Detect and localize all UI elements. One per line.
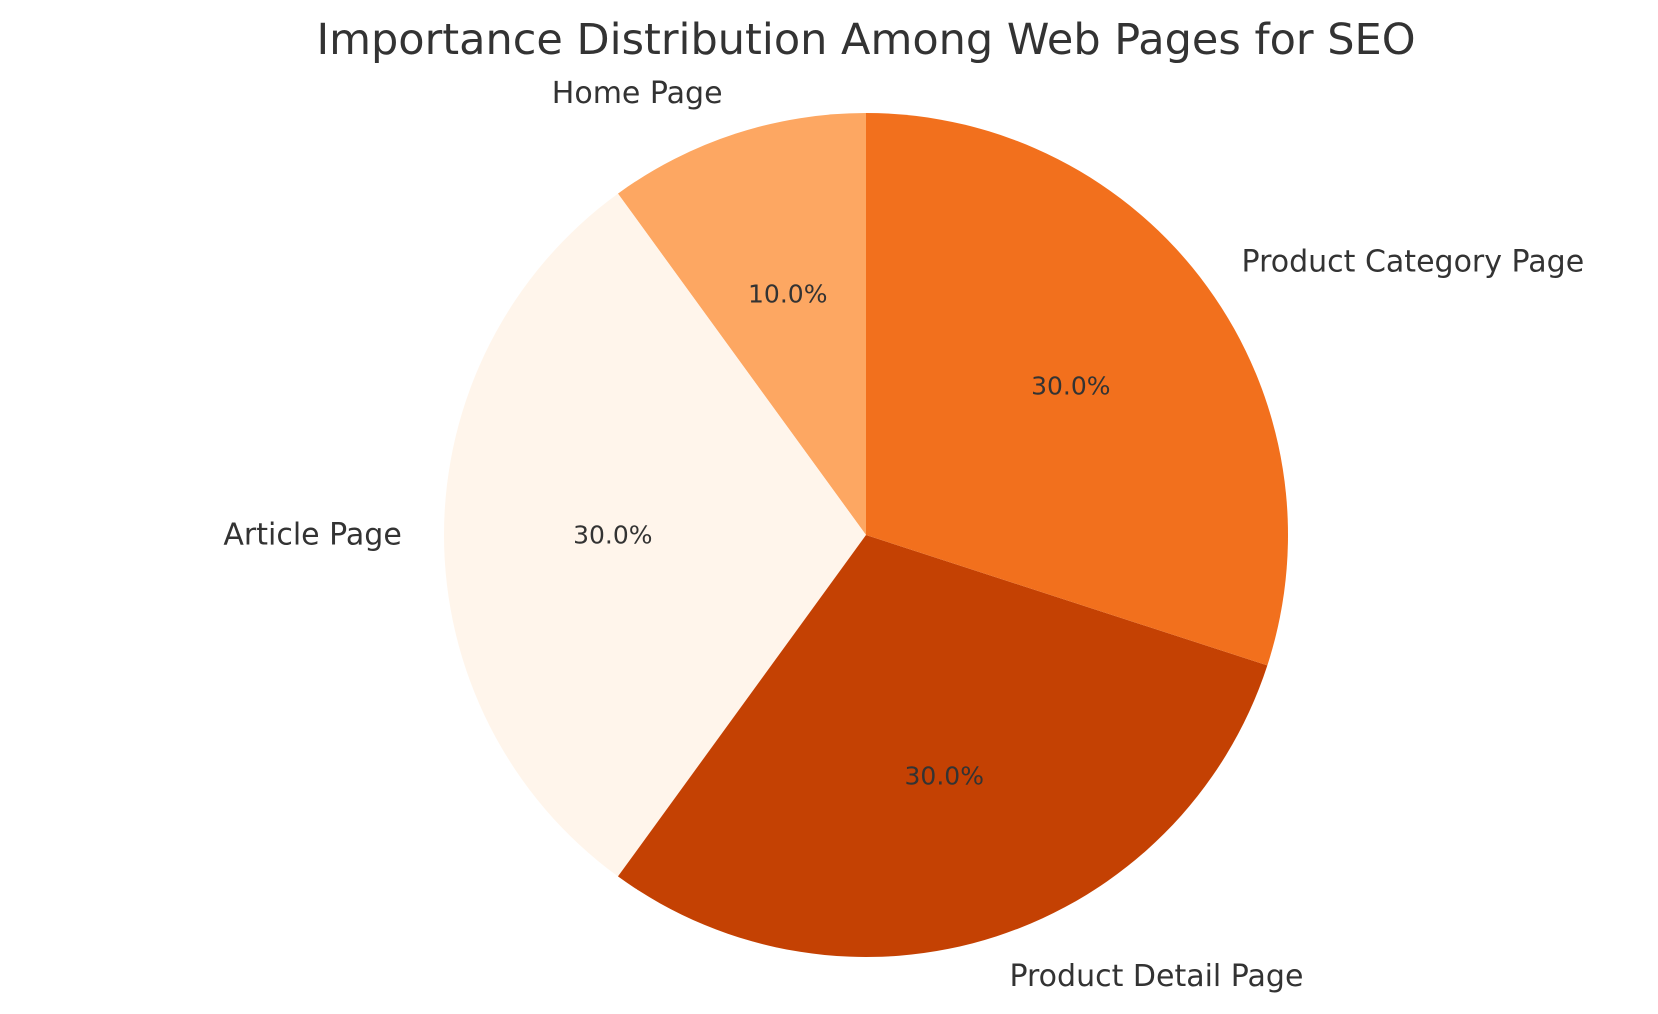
pie-slices [444,113,1288,957]
pie-slice-product-detail-page [617,535,1268,957]
pie-category-label-home-page: Home Page [552,76,723,111]
pie-labels: 10.0% Home Page 30.0% Article Page 30.0% Prod… [223,76,1584,994]
pie-percent-label-home-page: 10.0% [748,280,827,309]
pie-category-label-article-page: Article Page [223,518,401,553]
pie-percent-label-product-category-page: 30.0% [1031,372,1110,401]
pie-percent-label-article-page: 30.0% [573,521,652,550]
pie-slice-article-page [444,193,866,877]
pie-percent-label-product-detail-page: 30.0% [905,761,984,790]
pie-slice-home-page [617,113,866,535]
pie-category-label-product-detail-page: Product Detail Page [1009,959,1303,994]
pie-slice-product-category-page [866,113,1288,666]
pie-category-label-product-category-page: Product Category Page [1242,245,1585,280]
chart-title: Importance Distribution Among Web Pages … [316,15,1415,65]
